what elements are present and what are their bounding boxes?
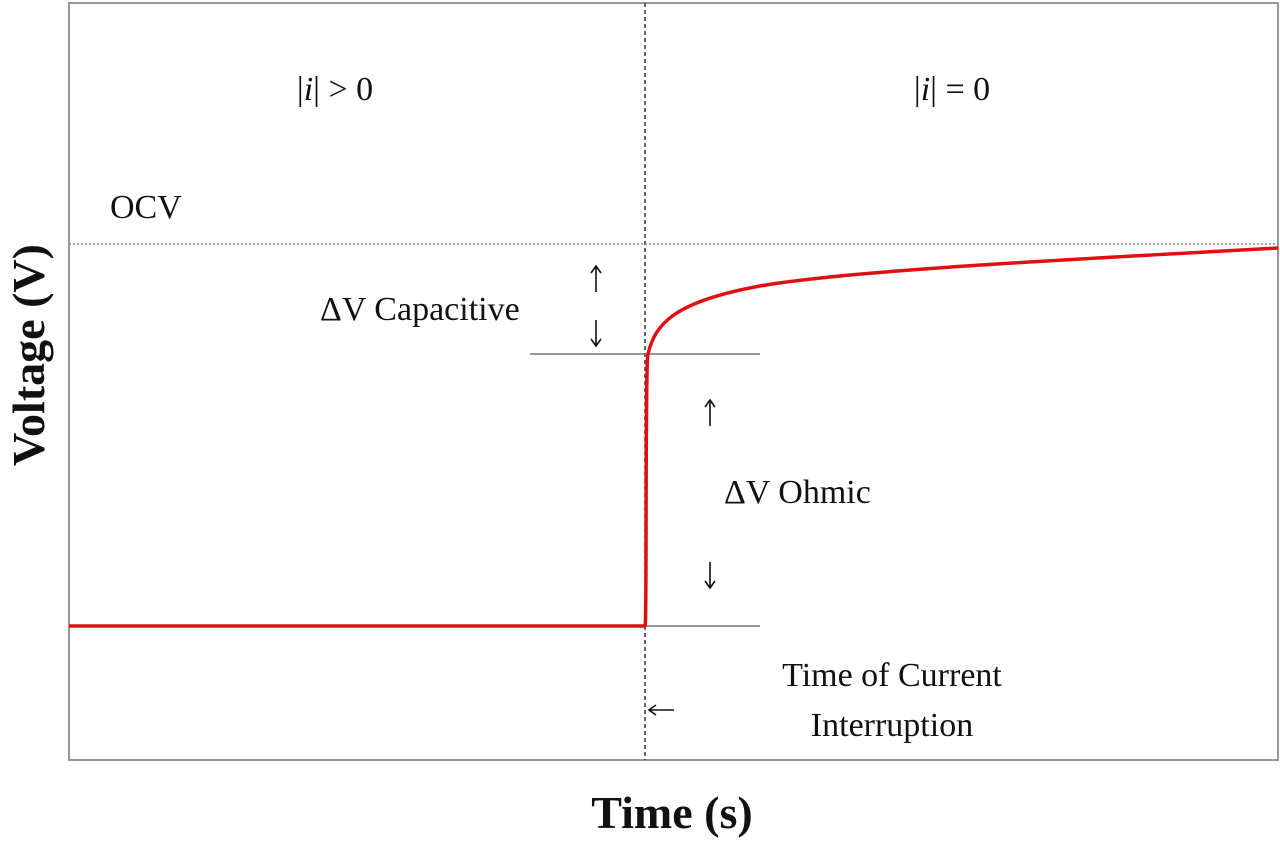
bar: | <box>297 71 304 108</box>
region-label: |i| = 0 <box>914 71 990 108</box>
arrow-down <box>590 320 602 348</box>
relation: | > 0 <box>313 71 373 108</box>
interruption-label: Time of Current <box>782 657 1002 694</box>
arrow-left <box>647 704 674 716</box>
ohmic-label: ΔV Ohmic <box>724 474 871 511</box>
voltage-curve <box>69 246 1279 628</box>
arrows <box>590 264 716 716</box>
arrow-up <box>704 398 716 426</box>
x-axis-label: Time (s) <box>591 787 752 838</box>
symbol: i <box>304 71 313 108</box>
region-label: |i| > 0 <box>297 71 373 108</box>
y-axis-label: Voltage (V) <box>3 244 54 466</box>
capacitive-label: ΔV Capacitive <box>320 291 520 328</box>
bar: | <box>914 71 921 108</box>
ocv-label: OCV <box>110 189 182 226</box>
arrow-up <box>590 264 602 292</box>
plot-frame <box>68 2 1279 761</box>
interruption-label: Interruption <box>811 707 973 744</box>
arrow-down <box>704 562 716 590</box>
relation: | = 0 <box>930 71 990 108</box>
symbol: i <box>921 71 930 108</box>
